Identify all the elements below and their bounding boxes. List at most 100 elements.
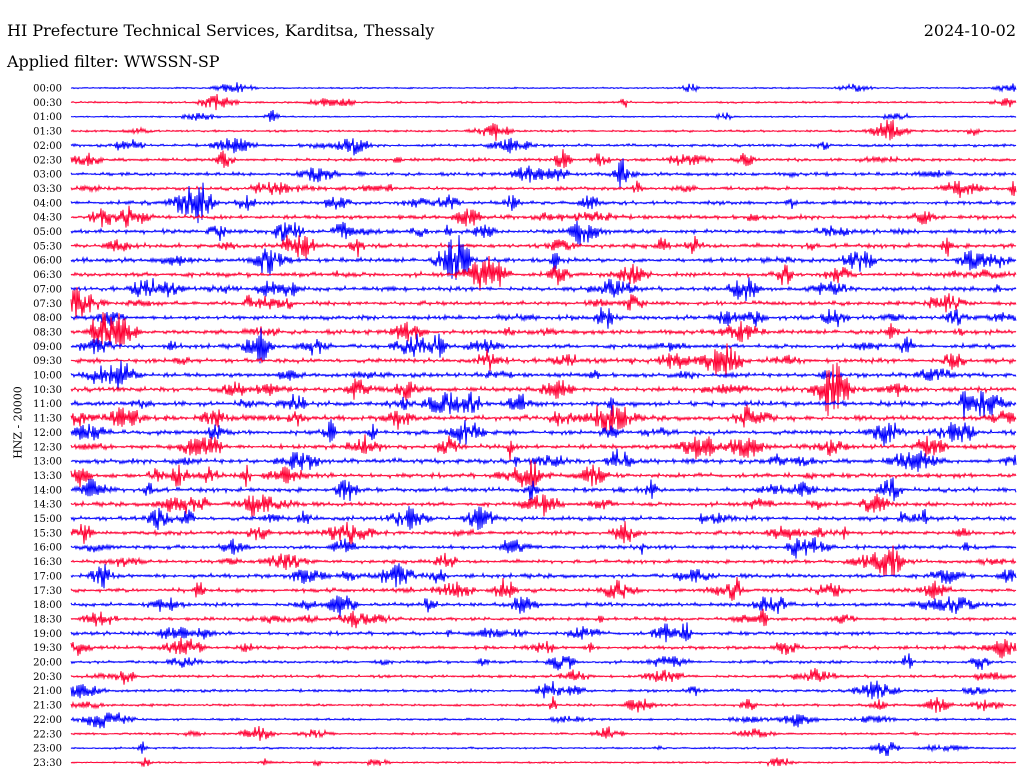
trace-line <box>70 119 1017 141</box>
trace-line <box>70 545 1017 577</box>
trace-line <box>70 726 1017 741</box>
time-label: 11:00 <box>33 399 62 410</box>
trace-line <box>70 390 1017 421</box>
trace-line <box>70 521 1017 545</box>
trace-line <box>70 235 1017 259</box>
trace-line <box>70 158 1017 188</box>
time-label: 11:30 <box>33 414 62 425</box>
time-label: 01:30 <box>33 127 62 138</box>
time-label: 23:30 <box>33 758 62 769</box>
trace-line <box>70 109 1017 122</box>
station-title: HI Prefecture Technical Services, Kardit… <box>7 21 435 40</box>
trace-line <box>70 307 1017 329</box>
trace-line <box>70 680 1017 700</box>
time-label: 18:00 <box>33 600 62 611</box>
time-label: 07:30 <box>33 299 62 310</box>
time-label: 15:30 <box>33 528 62 539</box>
trace-line <box>70 537 1017 559</box>
trace-line <box>70 493 1017 517</box>
trace-line <box>70 328 1017 364</box>
time-label: 18:30 <box>33 614 62 625</box>
time-label: 17:00 <box>33 571 62 582</box>
time-label: 01:00 <box>33 112 62 123</box>
trace-line <box>70 343 1017 378</box>
date-label: 2024-10-02 <box>923 21 1016 40</box>
time-label: 00:00 <box>33 84 62 95</box>
time-label: 12:30 <box>33 442 62 453</box>
time-label: 13:30 <box>33 471 62 482</box>
time-label: 20:30 <box>33 672 62 683</box>
time-label: 16:30 <box>33 557 62 568</box>
time-label: 02:00 <box>33 141 62 152</box>
trace-line <box>70 220 1017 246</box>
time-label: 04:30 <box>33 213 62 224</box>
trace-line <box>70 235 1017 280</box>
trace-line <box>70 434 1017 461</box>
trace-line <box>70 277 1017 302</box>
time-label: 08:00 <box>33 313 62 324</box>
trace-line <box>70 668 1017 685</box>
trace-line <box>70 82 1017 93</box>
time-label: 05:00 <box>33 227 62 238</box>
trace-line <box>70 608 1017 629</box>
time-label: 20:00 <box>33 658 62 669</box>
time-label: 07:00 <box>33 284 62 295</box>
trace-line <box>70 404 1017 432</box>
trace-line <box>70 255 1017 291</box>
time-label: 05:30 <box>33 241 62 252</box>
time-label: 21:00 <box>33 686 62 697</box>
time-label: 22:30 <box>33 729 62 740</box>
trace-line <box>70 477 1017 502</box>
time-label: 06:30 <box>33 270 62 281</box>
time-label: 08:30 <box>33 327 62 338</box>
trace-line <box>70 93 1017 111</box>
trace-line <box>70 741 1017 756</box>
time-label: 13:00 <box>33 457 62 468</box>
trace-line <box>70 712 1017 729</box>
time-label: 15:00 <box>33 514 62 525</box>
trace-line <box>70 182 1017 224</box>
time-label: 00:30 <box>33 98 62 109</box>
time-label: 10:30 <box>33 385 62 396</box>
trace-line <box>70 653 1017 671</box>
time-label: 09:00 <box>33 342 62 353</box>
time-label: 19:30 <box>33 643 62 654</box>
time-label: 02:30 <box>33 155 62 166</box>
time-label: 14:00 <box>33 485 62 496</box>
trace-line <box>70 637 1017 659</box>
time-label: 22:00 <box>33 715 62 726</box>
trace-line <box>70 622 1017 643</box>
trace-line <box>70 696 1017 713</box>
trace-line <box>70 137 1017 156</box>
time-label: 23:00 <box>33 744 62 755</box>
time-label: 12:00 <box>33 428 62 439</box>
trace-line <box>70 312 1017 349</box>
trace-line <box>70 205 1017 228</box>
trace-line <box>70 419 1017 447</box>
time-label: 06:00 <box>33 256 62 267</box>
trace-line <box>70 595 1017 617</box>
time-label: 14:30 <box>33 500 62 511</box>
trace-line <box>70 286 1017 320</box>
time-label: 19:00 <box>33 629 62 640</box>
time-label: 16:00 <box>33 543 62 554</box>
trace-line <box>70 149 1017 169</box>
trace-line <box>70 506 1017 531</box>
trace-line <box>70 448 1017 472</box>
time-label: 09:30 <box>33 356 62 367</box>
trace-line <box>70 576 1017 601</box>
trace-line <box>70 362 1017 417</box>
time-label: 03:30 <box>33 184 62 195</box>
trace-line <box>70 459 1017 488</box>
time-label: 03:00 <box>33 170 62 181</box>
filter-label: Applied filter: WWSSN-SP <box>7 52 220 71</box>
trace-line <box>70 757 1017 768</box>
time-label: 04:00 <box>33 198 62 209</box>
time-label: 17:30 <box>33 586 62 597</box>
trace-line <box>70 563 1017 589</box>
trace-line <box>70 180 1017 199</box>
time-label: 10:00 <box>33 371 62 382</box>
time-label: 21:30 <box>33 701 62 712</box>
trace-line <box>70 360 1017 391</box>
